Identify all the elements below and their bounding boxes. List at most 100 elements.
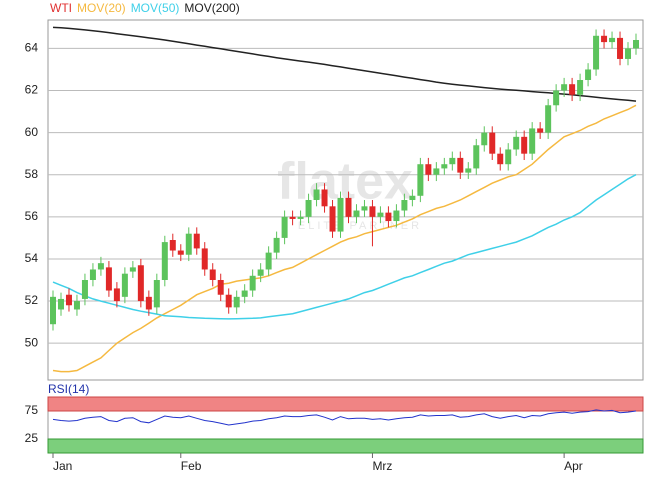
candle-body [545, 105, 552, 133]
moving-average-line [52, 174, 637, 320]
rsi-line [52, 409, 637, 426]
candle-body [609, 37, 616, 43]
legend-entry: MOV(20) [77, 1, 126, 15]
candle-body [497, 153, 504, 165]
y-tick-label: 52 [25, 293, 39, 307]
moving-average-line [52, 104, 637, 373]
candle-body [521, 136, 528, 154]
candle-body [553, 90, 560, 106]
legend-entry: MOV(50) [131, 1, 180, 15]
candle-body [185, 233, 192, 255]
candle-body [145, 296, 152, 310]
candle-body [50, 296, 56, 325]
candle-body [193, 233, 200, 249]
candle-body [513, 136, 520, 150]
rsi-tick-label: 75 [25, 403, 39, 417]
rsi-upper-zone [47, 396, 644, 412]
candle-body [337, 197, 344, 232]
candle-body [633, 40, 639, 49]
candle-body [121, 273, 128, 297]
candle-body [153, 280, 160, 308]
candle-body [489, 132, 496, 154]
candle-body [449, 157, 456, 165]
candle-body [305, 200, 312, 217]
candle-body [321, 189, 328, 207]
y-tick-label: 58 [25, 167, 39, 181]
rsi-lower-zone [47, 438, 644, 454]
candle-body [601, 35, 608, 43]
candle-body [113, 288, 120, 302]
candle-body [273, 237, 280, 253]
watermark: flatex [277, 153, 413, 211]
candle-body [401, 200, 408, 211]
candle-body [353, 210, 360, 217]
candle-body [201, 248, 208, 270]
candle-body [625, 48, 632, 59]
candle-body [161, 242, 168, 280]
y-tick-label: 62 [25, 83, 39, 97]
candle-body [585, 69, 592, 80]
candle-body [393, 210, 400, 222]
candle-body [249, 275, 256, 291]
candle-body [529, 128, 536, 154]
moving-average-line [52, 26, 637, 102]
candle-body [73, 301, 80, 310]
candle-body [505, 149, 512, 165]
candle-body [225, 294, 232, 308]
y-tick-label: 60 [25, 125, 39, 139]
candle-body [481, 132, 488, 146]
x-tick-label: Jan [53, 459, 72, 473]
candle-body [537, 128, 544, 133]
y-tick-label: 54 [25, 251, 39, 265]
candle-body [425, 164, 432, 175]
candle-body [137, 265, 144, 302]
candle-body [361, 206, 368, 211]
candle-body [265, 252, 272, 270]
candle-body [617, 37, 624, 59]
candle-body [385, 212, 392, 222]
candle-body [369, 206, 376, 217]
candle-body [417, 164, 424, 196]
candle-body [561, 84, 568, 91]
rsi-tick-label: 25 [25, 431, 39, 445]
candle-body [441, 164, 448, 169]
candle-body [81, 280, 88, 299]
x-tick-label: Mrz [372, 459, 392, 473]
candle-body [89, 269, 96, 280]
candle-body [329, 206, 336, 232]
y-tick-label: 64 [25, 41, 39, 55]
candle-body [281, 216, 288, 238]
candle-body [177, 250, 184, 255]
candle-body [569, 84, 576, 95]
candle-body [433, 168, 440, 175]
candle-body [377, 212, 384, 217]
candle-body [257, 269, 264, 276]
candle-body [169, 240, 176, 251]
candle-body [473, 145, 480, 169]
candle-body [97, 263, 104, 270]
candle-body [105, 267, 112, 291]
candle-body [209, 269, 216, 280]
candle-body [593, 35, 600, 70]
candle-body [465, 168, 472, 173]
candle-body [457, 157, 464, 173]
candle-body [57, 298, 64, 310]
candle-body [217, 280, 224, 295]
candle-body [409, 195, 416, 200]
candle-body [289, 216, 296, 219]
y-tick-label: 56 [25, 209, 39, 223]
candle-body [297, 216, 304, 219]
legend-entry: WTI [50, 1, 72, 15]
candle-body [241, 290, 248, 297]
candle-body [129, 267, 136, 272]
legend-entry: MOV(200) [184, 1, 239, 15]
x-tick-label: Feb [181, 459, 202, 473]
rsi-title: RSI(14) [48, 382, 89, 396]
candle-body [313, 189, 320, 200]
y-tick-label: 50 [25, 335, 39, 349]
x-tick-label: Apr [564, 459, 583, 473]
candle-body [65, 294, 72, 306]
candle-body [233, 296, 240, 308]
candle-body [577, 80, 584, 95]
